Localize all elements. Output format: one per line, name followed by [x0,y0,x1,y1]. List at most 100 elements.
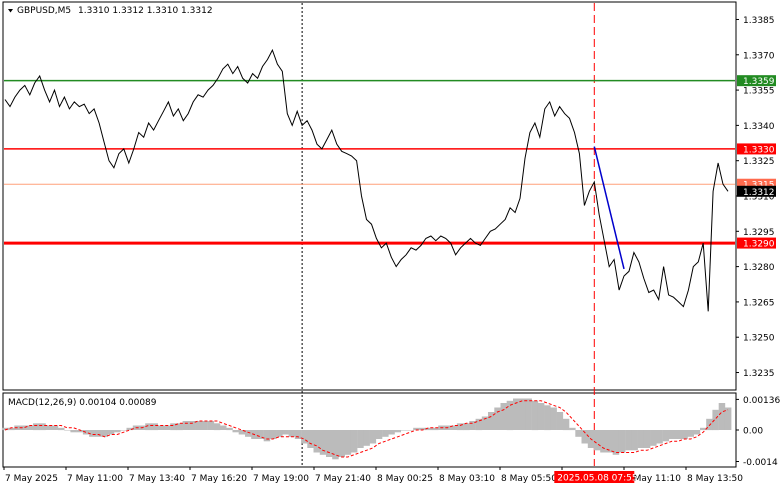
chart-header: GBPUSD,M5 1.3310 1.3312 1.3310 1.3312 [8,6,213,16]
dropdown-triangle-icon[interactable] [8,9,13,13]
x-tick-label: 8 May 05:50 [501,474,557,484]
macd-histogram-bar [481,416,489,430]
resistance-price-tag: 1.3359 [737,75,776,87]
x-tick-label: 8 May 11:10 [625,474,681,484]
macd-histogram-bar [400,430,408,431]
macd-histogram-bar [500,403,507,430]
trend-line[interactable] [593,146,625,270]
macd-histogram-bar [26,425,34,430]
x-tick-label: 7 May 2025 [5,474,58,484]
macd-histogram-bar [469,421,476,430]
price-line [4,48,729,312]
macd-histogram-bar [232,430,239,433]
macd-histogram-bar [656,430,663,444]
y-tick-label: 1.3250 [743,334,775,344]
macd-histogram-bar [413,427,420,431]
macd-histogram-bar [163,425,171,430]
y-tick-label: 1.3325 [743,157,775,167]
macd-y-tick-label: 0.00 [743,427,763,437]
macd-histogram-bar [637,430,645,448]
macd-histogram-bar [326,430,333,457]
macd-histogram-bar [643,430,651,448]
x-tick-label: 7 May 16:20 [191,474,247,484]
x-tick-label: 8 May 00:25 [377,474,433,484]
macd-histogram-bar [506,400,514,431]
macd-histogram-bar [8,427,15,431]
macd-histogram-bar [288,430,296,437]
macd-histogram-bar [33,423,40,431]
macd-y-tick-label: -0.0014 [743,458,778,468]
macd-histogram-bar [294,430,302,439]
macd-histogram-bar [350,430,358,453]
macd-histogram-bar [70,430,77,433]
y-tick-label: 1.3295 [743,228,775,238]
time-highlight-bg [554,471,635,483]
macd-histogram-bar [375,430,383,439]
macd-signal-line [4,400,729,458]
price-tag-text: 1.3315 [743,181,775,191]
macd-histogram-bar [357,430,364,448]
macd-histogram-bar [39,423,46,431]
macd-histogram-bar [382,430,389,437]
y-tick-label: 1.3235 [743,369,775,379]
y-tick-label: 1.3265 [743,298,775,308]
current-price-bg [737,185,776,197]
macd-histogram-bar [282,430,289,435]
macd-histogram-bar [170,423,177,431]
macd-histogram-bar [176,423,183,431]
y-tick-label: 1.3355 [743,87,775,97]
macd-histogram-bar [456,423,464,431]
x-tick-label: 8 May 13:50 [687,474,743,484]
macd-histogram-bar [581,430,588,444]
y-tick-label: 1.3385 [743,16,775,26]
macd-histogram-bar [556,412,564,430]
price-tag-bg [737,75,776,87]
macd-histogram-bar [706,418,713,431]
macd-histogram-bar [276,430,283,437]
macd-histogram-bar [675,430,682,439]
x-tick-label: 7 May 21:40 [315,474,371,484]
macd-histogram-bar [363,430,370,446]
level-price-tag-1-3330: 1.3330 [737,143,776,155]
macd-histogram-bar [120,430,127,431]
macd-histogram-bar [114,430,121,433]
macd-y-tick-label: 0.00136 [743,396,780,406]
macd-histogram-bar [494,407,501,430]
macd-histogram-bar [207,421,215,430]
macd-histogram-bar [519,398,526,430]
macd-histogram-bar [475,418,483,431]
macd-histogram-bar [319,430,327,455]
macd-histogram-bar [625,430,632,451]
macd-histogram-bar [195,421,202,430]
macd-histogram-bar [238,430,246,435]
macd-histogram-bar [89,430,96,437]
ohlc-readout: 1.3310 1.3312 1.3310 1.3312 [78,6,213,16]
macd-histogram-bar [569,427,576,431]
x-tick-label: 8 May 03:10 [439,474,495,484]
macd-histogram-bar [650,430,657,446]
time-highlight-text: 2025.05.08 07:55 [557,474,637,484]
macd-histogram-bar [662,430,670,442]
macd-histogram-bar [307,430,314,448]
symbol-label: GBPUSD,M5 [17,6,71,16]
macd-histogram-bar [693,430,701,435]
macd-histogram-bar [594,430,601,451]
macd-histogram-bar [182,421,190,430]
macd-histogram-bar [425,427,433,431]
macd-histogram-bar [157,425,165,430]
current-price-text: 1.3312 [743,188,775,198]
y-tick-label: 1.3280 [743,263,775,273]
macd-histogram-bar [76,430,84,433]
macd-histogram-bar [388,430,395,435]
macd-histogram-bar [126,427,133,431]
macd-histogram-bar [550,407,557,430]
macd-histogram-bar [612,430,620,455]
macd-histogram-bar [95,430,102,437]
macd-histogram-bar [344,430,352,455]
x-tick-label: 7 May 19:00 [253,474,309,484]
macd-histogram-bar [263,430,271,442]
y-tick-label: 1.3340 [743,122,775,132]
macd-histogram-bar [537,403,545,430]
macd-histogram-bar [64,430,71,431]
